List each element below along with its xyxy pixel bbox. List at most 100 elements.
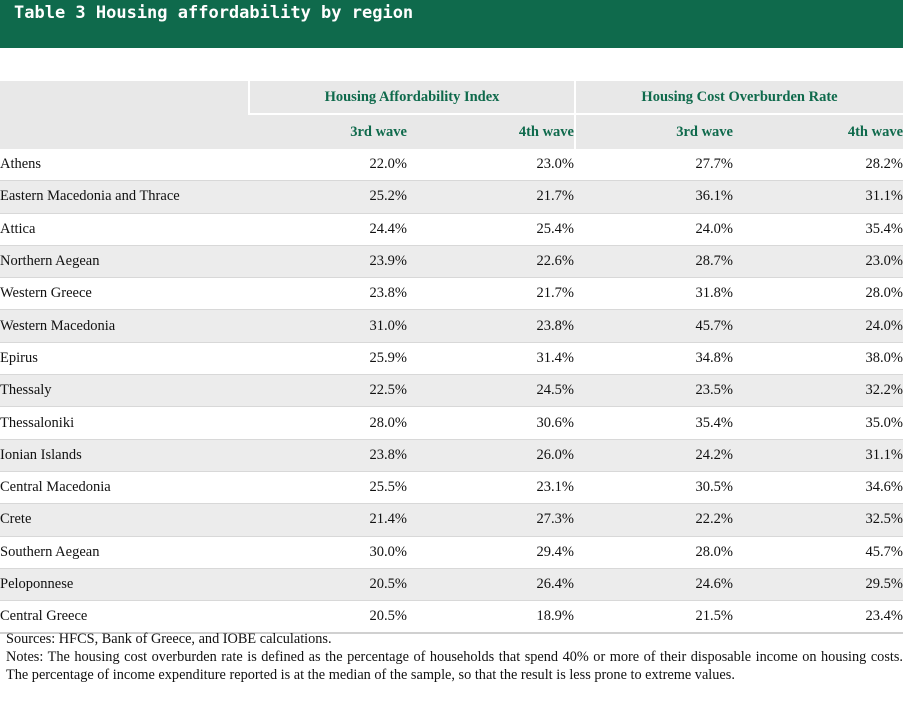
hcor-3rd-wave-cell: 36.1%: [574, 181, 737, 214]
hcor-4th-wave-cell: 31.1%: [737, 181, 904, 214]
table-row: Northern Aegean 23.9% 22.6% 28.7% 23.0%: [0, 245, 904, 279]
hai-4th-wave-cell: 30.6%: [411, 407, 574, 440]
region-cell: Western Greece: [0, 278, 248, 311]
hai-4th-wave-cell: 23.1%: [411, 472, 574, 505]
hai-3rd-wave-cell: 22.5%: [248, 375, 411, 408]
table-row: Attica 24.4% 25.4% 24.0% 35.4%: [0, 214, 904, 246]
hcor-3rd-wave-cell: 22.2%: [574, 504, 737, 537]
hai-4th-wave-cell: 31.4%: [411, 343, 574, 376]
hcor-4th-wave-cell: 35.0%: [737, 407, 904, 440]
region-cell: Central Greece: [0, 601, 248, 635]
column-header-hai-4th-wave: 4th wave: [411, 115, 574, 149]
hcor-3rd-wave-cell: 34.8%: [574, 343, 737, 376]
table-title: Table 3 Housing affordability by region: [0, 0, 903, 48]
table-body: Athens 22.0% 23.0% 27.7% 28.2% Eastern Macedo…: [0, 149, 904, 635]
hcor-3rd-wave-cell: 24.6%: [574, 568, 737, 602]
hcor-3rd-wave-cell: 27.7%: [574, 149, 737, 182]
hcor-3rd-wave-cell: 28.7%: [574, 245, 737, 279]
table-row: Thessaloniki 28.0% 30.6% 35.4% 35.0%: [0, 407, 904, 440]
hcor-4th-wave-cell: 35.4%: [737, 214, 904, 246]
hai-3rd-wave-cell: 25.2%: [248, 181, 411, 214]
region-cell: Athens: [0, 149, 248, 182]
region-cell: Crete: [0, 504, 248, 537]
hcor-3rd-wave-cell: 30.5%: [574, 472, 737, 505]
hcor-3rd-wave-cell: 24.0%: [574, 214, 737, 246]
table-row: Athens 22.0% 23.0% 27.7% 28.2%: [0, 149, 904, 182]
hai-3rd-wave-cell: 23.8%: [248, 439, 411, 472]
table-row: Central Greece 20.5% 18.9% 21.5% 23.4%: [0, 601, 904, 635]
hcor-4th-wave-cell: 23.4%: [737, 601, 904, 635]
column-header-hai-3rd-wave: 3rd wave: [248, 115, 411, 149]
hai-3rd-wave-cell: 22.0%: [248, 149, 411, 182]
table-row: Epirus 25.9% 31.4% 34.8% 38.0%: [0, 343, 904, 376]
header-corner: [0, 81, 248, 149]
hcor-4th-wave-cell: 24.0%: [737, 310, 904, 343]
hai-3rd-wave-cell: 28.0%: [248, 407, 411, 440]
hai-3rd-wave-cell: 31.0%: [248, 310, 411, 343]
region-cell: Ionian Islands: [0, 439, 248, 472]
hcor-4th-wave-cell: 32.2%: [737, 375, 904, 408]
hai-4th-wave-cell: 24.5%: [411, 375, 574, 408]
hcor-3rd-wave-cell: 23.5%: [574, 375, 737, 408]
hai-4th-wave-cell: 21.7%: [411, 278, 574, 311]
region-cell: Western Macedonia: [0, 310, 248, 343]
group-header-overburden-rate: Housing Cost Overburden Rate: [574, 81, 904, 115]
hai-4th-wave-cell: 23.8%: [411, 310, 574, 343]
region-cell: Southern Aegean: [0, 537, 248, 569]
hcor-4th-wave-cell: 28.0%: [737, 278, 904, 311]
region-cell: Central Macedonia: [0, 472, 248, 505]
hcor-3rd-wave-cell: 35.4%: [574, 407, 737, 440]
table-row: Peloponnese 20.5% 26.4% 24.6% 29.5%: [0, 568, 904, 602]
hai-4th-wave-cell: 22.6%: [411, 245, 574, 279]
hai-3rd-wave-cell: 24.4%: [248, 214, 411, 246]
hcor-3rd-wave-cell: 28.0%: [574, 537, 737, 569]
hcor-4th-wave-cell: 31.1%: [737, 439, 904, 472]
column-header-hcor-3rd-wave: 3rd wave: [574, 115, 737, 149]
hcor-4th-wave-cell: 23.0%: [737, 245, 904, 279]
hai-3rd-wave-cell: 21.4%: [248, 504, 411, 537]
region-cell: Northern Aegean: [0, 245, 248, 279]
hai-3rd-wave-cell: 23.8%: [248, 278, 411, 311]
hcor-3rd-wave-cell: 24.2%: [574, 439, 737, 472]
table-row: Western Macedonia 31.0% 23.8% 45.7% 24.0%: [0, 310, 904, 343]
table-notes: Sources: HFCS, Bank of Greece, and IOBE …: [6, 630, 903, 684]
region-cell: Eastern Macedonia and Thrace: [0, 181, 248, 214]
hcor-4th-wave-cell: 34.6%: [737, 472, 904, 505]
hai-4th-wave-cell: 18.9%: [411, 601, 574, 635]
hai-4th-wave-cell: 26.0%: [411, 439, 574, 472]
hcor-4th-wave-cell: 38.0%: [737, 343, 904, 376]
table-row: Eastern Macedonia and Thrace 25.2% 21.7% 36…: [0, 181, 904, 214]
hai-3rd-wave-cell: 30.0%: [248, 537, 411, 569]
hcor-4th-wave-cell: 32.5%: [737, 504, 904, 537]
region-cell: Peloponnese: [0, 568, 248, 602]
hai-3rd-wave-cell: 20.5%: [248, 568, 411, 602]
hcor-3rd-wave-cell: 45.7%: [574, 310, 737, 343]
table-row: Ionian Islands 23.8% 26.0% 24.2% 31.1%: [0, 439, 904, 472]
table-row: Thessaly 22.5% 24.5% 23.5% 32.2%: [0, 375, 904, 408]
hai-4th-wave-cell: 27.3%: [411, 504, 574, 537]
hai-3rd-wave-cell: 25.5%: [248, 472, 411, 505]
sources-text: Sources: HFCS, Bank of Greece, and IOBE …: [6, 631, 332, 647]
hcor-4th-wave-cell: 29.5%: [737, 568, 904, 602]
hcor-3rd-wave-cell: 21.5%: [574, 601, 737, 635]
hai-4th-wave-cell: 23.0%: [411, 149, 574, 182]
hai-3rd-wave-cell: 20.5%: [248, 601, 411, 635]
notes-text: Notes: The housing cost overburden rate …: [6, 649, 903, 683]
hai-4th-wave-cell: 25.4%: [411, 214, 574, 246]
hai-3rd-wave-cell: 23.9%: [248, 245, 411, 279]
region-cell: Attica: [0, 214, 248, 246]
hai-3rd-wave-cell: 25.9%: [248, 343, 411, 376]
housing-affordability-table: Housing Affordability Index Housing Cost…: [0, 81, 904, 635]
table-row: Crete 21.4% 27.3% 22.2% 32.5%: [0, 504, 904, 537]
table-row: Western Greece 23.8% 21.7% 31.8% 28.0%: [0, 278, 904, 311]
region-cell: Thessaloniki: [0, 407, 248, 440]
hcor-4th-wave-cell: 45.7%: [737, 537, 904, 569]
group-header-affordability-index: Housing Affordability Index: [248, 81, 574, 115]
hcor-3rd-wave-cell: 31.8%: [574, 278, 737, 311]
table-row: Central Macedonia 25.5% 23.1% 30.5% 34.6%: [0, 472, 904, 505]
hai-4th-wave-cell: 26.4%: [411, 568, 574, 602]
hai-4th-wave-cell: 21.7%: [411, 181, 574, 214]
table-row: Southern Aegean 30.0% 29.4% 28.0% 45.7%: [0, 537, 904, 569]
hai-4th-wave-cell: 29.4%: [411, 537, 574, 569]
column-header-hcor-4th-wave: 4th wave: [737, 115, 904, 149]
